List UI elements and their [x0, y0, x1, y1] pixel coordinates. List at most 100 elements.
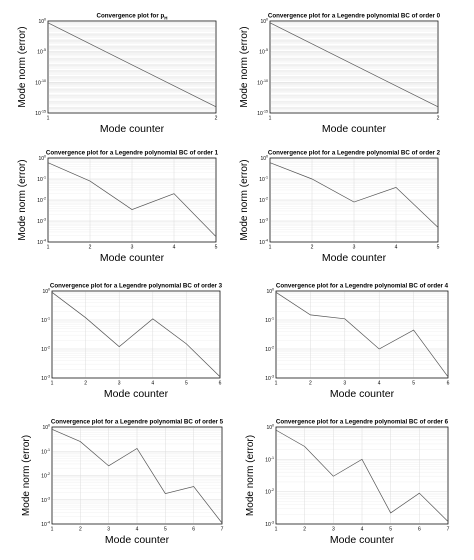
x-tick-label: 1	[51, 381, 54, 387]
y-tick-label: 10-2	[41, 346, 50, 354]
y-tick-label: 10-2	[259, 197, 268, 205]
grid	[269, 157, 439, 243]
x-axis-label: Mode counter	[330, 534, 395, 546]
x-tick-label: 5	[412, 381, 415, 387]
x-tick-label: 3	[343, 381, 346, 387]
chart-title: Convergence plot for a Legendre polynomi…	[268, 13, 441, 20]
y-tick-label: 100	[38, 155, 46, 163]
y-tick-label: 10-2	[41, 472, 50, 480]
chart-panel-3: 1 2 3 4 5 100 10-1 10-2 10-3 10-4 Convergence plot…	[17, 150, 219, 265]
chart-panel-2: 1 2 100 10-5 10-10 10-15 Convergence plot for …	[239, 13, 441, 136]
y-tick-label: 10-3	[259, 218, 268, 226]
x-axis-label: Mode counter	[104, 388, 169, 400]
x-tick-label: 5	[389, 527, 392, 533]
y-axis-label: Mode norm (error)	[17, 26, 28, 107]
y-tick-label: 100	[266, 288, 274, 296]
plot-border	[269, 20, 439, 114]
chart-panel-4: 1 2 3 4 5 100 10-1 10-2 10-3 10-4 Convergence plot…	[239, 150, 441, 265]
y-tick-label: 10-2	[37, 197, 46, 205]
x-tick-label: 5	[164, 527, 167, 533]
series-line-1	[47, 162, 217, 237]
x-tick-label: 7	[447, 527, 450, 533]
x-tick-label: 2	[79, 527, 82, 533]
series-line-1	[51, 429, 223, 524]
y-tick-label: 10-3	[265, 521, 274, 529]
y-tick-label: 10-4	[41, 521, 50, 529]
x-tick-label: 1	[275, 381, 278, 387]
y-tick-label: 10-1	[265, 456, 274, 464]
chart-title: Convergence plot for a Legendre polynomi…	[51, 419, 224, 426]
y-axis-label: Mode norm (error)	[21, 435, 32, 516]
x-tick-label: 4	[136, 527, 139, 533]
y-tick-label: 10-4	[37, 239, 46, 247]
x-tick-label: 4	[151, 381, 154, 387]
x-tick-label: 5	[215, 245, 218, 251]
y-tick-label: 100	[266, 424, 274, 432]
x-axis-label: Mode counter	[330, 388, 395, 400]
x-axis-label: Mode counter	[105, 534, 170, 546]
x-tick-label: 7	[221, 527, 224, 533]
y-tick-label: 100	[38, 18, 46, 26]
chart-panel-1: 1 2 100 10-5 10-10 10-15 Convergence plot for …	[17, 13, 218, 136]
x-tick-label: 2	[309, 381, 312, 387]
x-tick-label: 4	[361, 527, 364, 533]
plot-border	[47, 20, 217, 114]
y-tick-label: 100	[42, 288, 50, 296]
y-tick-label: 10-3	[41, 496, 50, 504]
chart-title: Convergence plot for a Legendre polynomi…	[268, 150, 441, 157]
y-tick-label: 10-1	[259, 176, 268, 184]
x-tick-label: 4	[378, 381, 381, 387]
x-tick-label: 6	[219, 381, 222, 387]
x-tick-label: 4	[395, 245, 398, 251]
plot-border	[275, 426, 449, 525]
plot-border	[51, 290, 221, 379]
y-tick-label: 100	[42, 424, 50, 432]
x-tick-label: 2	[311, 245, 314, 251]
series-line-1	[51, 292, 221, 378]
x-tick-label: 2	[437, 116, 440, 122]
chart-panel-7: 1 2 3 4 5 6 7 100 10-1 10-2 10-3 10-4 Convergence pl…	[21, 419, 224, 547]
chart-panel-6: 1 2 3 4 5 6 100 10-1 10-2 10-3 Convergence plot fo…	[265, 283, 449, 401]
y-tick-label: 10-2	[265, 346, 274, 354]
x-tick-label: 3	[118, 381, 121, 387]
x-tick-label: 5	[437, 245, 440, 251]
x-tick-label: 1	[47, 245, 50, 251]
x-tick-label: 2	[303, 527, 306, 533]
series-line-1	[275, 292, 449, 378]
y-tick-label: 10-1	[41, 317, 50, 325]
y-tick-label: 100	[260, 18, 268, 26]
x-tick-label: 4	[173, 245, 176, 251]
y-tick-label: 10-15	[257, 110, 268, 118]
chart-panel-5: 1 2 3 4 5 6 100 10-1 10-2 10-3 Convergence plot fo…	[41, 283, 222, 401]
y-axis-label: Mode norm (error)	[239, 26, 250, 107]
x-tick-label: 2	[215, 116, 218, 122]
x-tick-label: 2	[89, 245, 92, 251]
plot-border	[275, 290, 449, 379]
y-tick-label: 10-4	[259, 239, 268, 247]
x-tick-label: 1	[269, 245, 272, 251]
y-axis-label: Mode norm (error)	[17, 159, 28, 240]
plot-frame	[51, 290, 221, 379]
y-tick-label: 10-10	[35, 79, 46, 87]
plot-border	[269, 157, 439, 243]
plot-border	[51, 426, 223, 525]
grid	[269, 20, 439, 114]
plot-frame	[275, 290, 449, 379]
series-line-1	[275, 429, 449, 522]
chart-panel-8: 1 2 3 4 5 6 7 100 10-1 10-2 10-3 Convergence plot f…	[245, 419, 450, 547]
chart-title: Convergence plot for a Legendre polynomi…	[50, 283, 223, 290]
x-tick-label: 6	[447, 381, 450, 387]
x-axis-label: Mode counter	[322, 123, 387, 135]
x-tick-label: 2	[84, 381, 87, 387]
x-tick-label: 3	[107, 527, 110, 533]
x-tick-label: 1	[47, 116, 50, 122]
x-tick-label: 3	[353, 245, 356, 251]
y-tick-label: 10-5	[259, 48, 268, 56]
chart-title: Convergence plot for a Legendre polynomi…	[46, 150, 219, 157]
y-tick-label: 10-1	[41, 448, 50, 456]
x-tick-label: 3	[332, 527, 335, 533]
y-tick-label: 10-10	[257, 79, 268, 87]
x-tick-label: 1	[275, 527, 278, 533]
x-tick-label: 1	[51, 527, 54, 533]
x-axis-label: Mode counter	[100, 252, 165, 264]
